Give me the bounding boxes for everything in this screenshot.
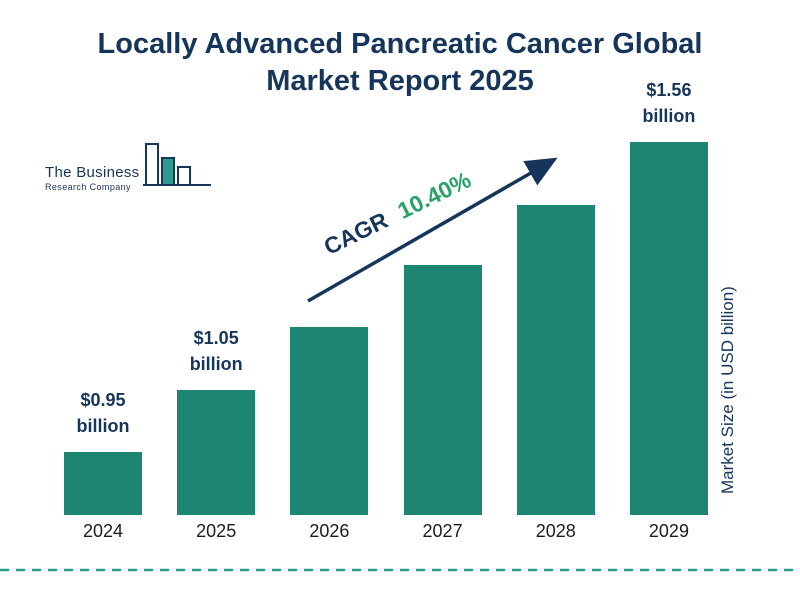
- bar-label: $1.56 billion: [642, 77, 695, 129]
- bar-column: [288, 327, 370, 515]
- bar-label-unit: billion: [189, 353, 243, 374]
- logo-name-line2: Research Company: [45, 181, 131, 192]
- bar-column: [402, 265, 484, 515]
- bar: [290, 327, 369, 515]
- bar-label-value: $1.56: [646, 79, 692, 100]
- bar-label-unit: billion: [642, 105, 696, 126]
- logo-text: The Business Research Company: [45, 164, 139, 192]
- x-axis-label: 2029: [648, 521, 689, 541]
- y-axis-label: Market Size (in USD billion): [718, 286, 737, 494]
- x-axis-label: 2026: [309, 521, 350, 541]
- x-axis: 2024 2025 2026 2027 2028 2029: [62, 521, 710, 542]
- bar: [629, 142, 708, 515]
- bar: [177, 390, 256, 515]
- logo-bar-chart-icon: [143, 140, 213, 192]
- x-axis-label: 2028: [535, 521, 576, 541]
- x-axis-label: 2024: [82, 521, 124, 541]
- bar-column: $1.56 billion: [628, 77, 710, 515]
- x-axis-label: 2027: [422, 521, 463, 541]
- bar: [64, 452, 142, 515]
- bar: [516, 205, 595, 515]
- page-title: Locally Advanced Pancreatic Cancer Globa…: [97, 28, 703, 98]
- bar-column: $1.05 billion: [175, 325, 257, 515]
- bar: [403, 265, 482, 515]
- bar-label: $1.05 billion: [190, 325, 243, 377]
- bar-label-value: $1.05: [193, 327, 239, 348]
- bar-label: $0.95 billion: [77, 387, 130, 439]
- x-axis-label: 2025: [196, 521, 237, 541]
- bar-label-unit: billion: [76, 415, 130, 436]
- bar-column: [515, 205, 597, 515]
- bar-chart: $0.95 billion $1.05 billion $1.56 billio…: [62, 80, 710, 515]
- bar-label-value: $0.95: [80, 389, 126, 410]
- logo-name-line1: The Business: [45, 164, 140, 182]
- logo: The Business Research Company: [45, 140, 213, 192]
- bar-column: $0.95 billion: [62, 387, 144, 515]
